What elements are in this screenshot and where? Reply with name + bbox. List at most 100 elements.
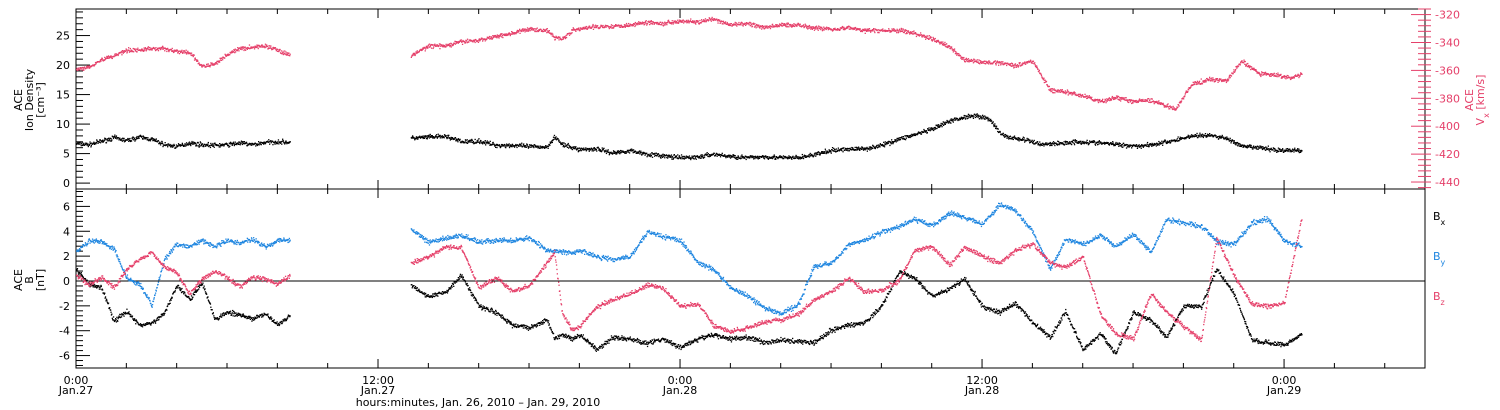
density-point (985, 116, 987, 118)
velocity-point (446, 44, 449, 47)
density-point (1114, 143, 1116, 146)
velocity-point (566, 34, 568, 36)
velocity-point (152, 47, 154, 49)
density-point (210, 142, 212, 145)
density-point (663, 154, 665, 156)
density-point (149, 138, 151, 140)
density-point (470, 141, 472, 143)
density-point (708, 156, 710, 158)
velocity-point (110, 55, 112, 57)
velocity-point (93, 65, 95, 67)
density-point (816, 152, 818, 154)
density-point (937, 125, 939, 127)
density-point (1011, 138, 1014, 140)
velocity-point (812, 27, 814, 29)
velocity-point (695, 21, 697, 23)
velocity-point (282, 50, 284, 52)
velocity-point (1059, 91, 1061, 93)
velocity-point (1041, 76, 1043, 78)
velocity-point (718, 20, 720, 22)
density-point (820, 152, 822, 154)
velocity-point (521, 29, 523, 31)
density-point (1185, 138, 1187, 140)
velocity-point (920, 32, 922, 34)
velocity-point (1024, 61, 1026, 63)
velocity-point (519, 32, 521, 34)
velocity-point (516, 30, 518, 32)
density-point (803, 154, 806, 156)
density-point (839, 149, 841, 151)
density-point (181, 142, 183, 144)
density-point (450, 138, 452, 140)
velocity-point (846, 26, 848, 28)
velocity-point (186, 51, 188, 53)
velocity-point (847, 26, 849, 28)
y-tick-label: -420 (1435, 148, 1460, 161)
density-point (1200, 134, 1202, 136)
density-point (1016, 137, 1018, 139)
velocity-point (1081, 94, 1084, 96)
density-point (186, 144, 188, 146)
velocity-point (201, 66, 203, 68)
density-point (1175, 140, 1177, 142)
density-point (916, 134, 918, 136)
velocity-point (420, 48, 422, 50)
density-point (1285, 150, 1287, 152)
velocity-point (132, 50, 134, 53)
density-point (1001, 133, 1004, 135)
velocity-point (776, 26, 778, 28)
velocity-point (894, 30, 896, 32)
y-tick-label: -340 (1435, 36, 1460, 49)
velocity-point (893, 28, 895, 30)
velocity-point (1039, 72, 1042, 75)
velocity-point (957, 54, 959, 57)
density-point (459, 139, 461, 142)
density-point (959, 118, 962, 121)
density-point (81, 143, 83, 145)
density-point (187, 144, 189, 146)
density-point (990, 120, 993, 122)
velocity-point (157, 48, 159, 50)
velocity-point (944, 41, 946, 44)
velocity-point (535, 28, 537, 30)
velocity-point (245, 49, 247, 51)
density-point (685, 157, 687, 159)
velocity-point (448, 43, 450, 46)
velocity-point (1058, 89, 1060, 91)
velocity-point (796, 25, 798, 27)
velocity-point (954, 50, 956, 52)
velocity-point (257, 47, 259, 50)
density-point (611, 153, 613, 155)
density-point (268, 139, 270, 141)
density-point (1101, 143, 1103, 145)
density-point (864, 149, 866, 151)
velocity-point (620, 24, 622, 26)
density-point (459, 138, 461, 140)
density-point (607, 150, 609, 152)
density-point (903, 137, 905, 140)
density-point (248, 143, 250, 145)
density-point (143, 137, 145, 139)
velocity-point (287, 54, 289, 56)
density-point (1099, 141, 1101, 143)
density-point (1073, 139, 1075, 141)
density-point (730, 156, 733, 158)
density-point (758, 157, 760, 159)
density-point (615, 153, 617, 155)
velocity-point (185, 53, 188, 55)
y-tick-label: 0 (63, 177, 70, 190)
velocity-point (136, 49, 139, 51)
density-point (241, 141, 243, 143)
velocity-point (996, 60, 998, 62)
density-point (215, 143, 217, 146)
density-point (693, 155, 695, 157)
density-point (732, 154, 734, 156)
density-point (758, 155, 760, 158)
velocity-point (496, 37, 498, 39)
velocity-point (141, 48, 143, 50)
velocity-point (998, 61, 1000, 63)
velocity-point (904, 30, 906, 32)
velocity-point (882, 28, 884, 30)
density-point (526, 144, 529, 146)
